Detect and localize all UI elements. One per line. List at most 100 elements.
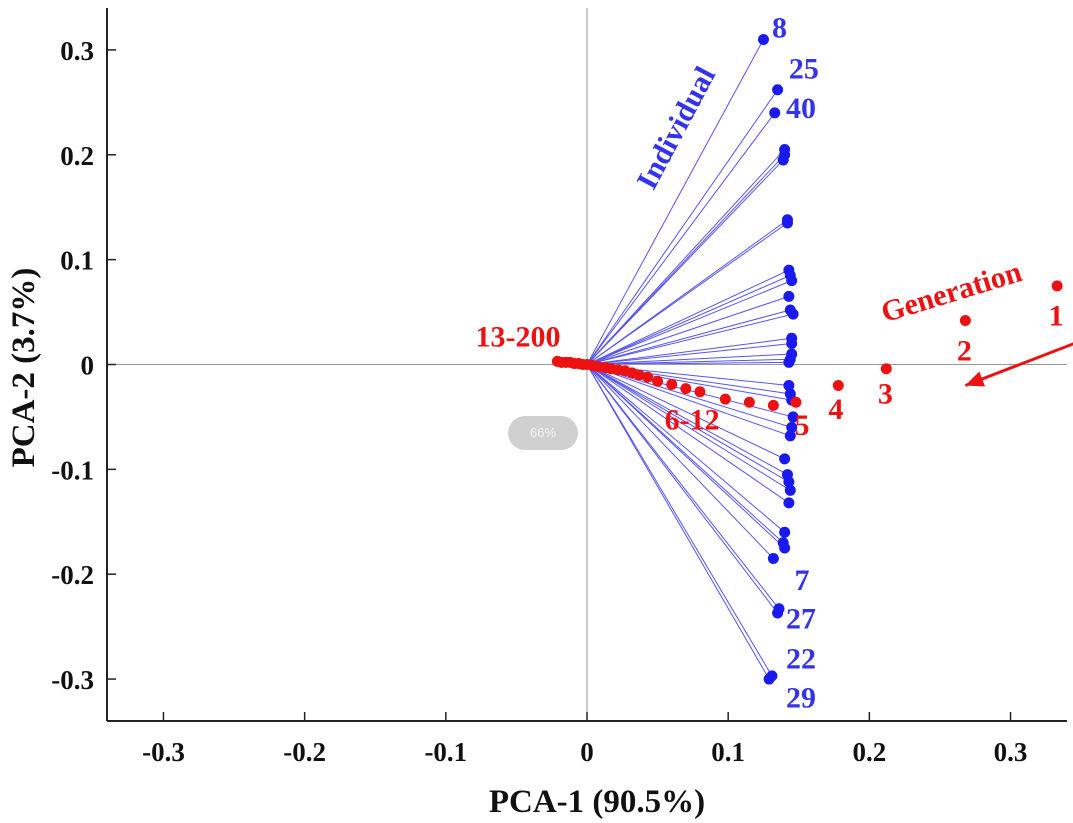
x-tick-label: -0.1	[424, 737, 467, 767]
individual-point	[787, 308, 799, 320]
individual-point	[779, 542, 791, 554]
y-tick-label: 0.2	[60, 141, 94, 171]
individual-point	[786, 421, 798, 433]
individual-loading-line	[586, 159, 784, 365]
individual-loading-line	[586, 364, 773, 677]
generation-point	[959, 314, 971, 326]
individual-point	[783, 476, 795, 488]
individual-point	[786, 338, 798, 350]
individual-loading-line	[586, 364, 791, 491]
generation-point	[743, 396, 755, 408]
generation-label: 2	[957, 334, 972, 367]
individual-point	[783, 497, 795, 509]
y-tick-label: -0.1	[51, 455, 94, 485]
individual-point	[781, 217, 793, 229]
x-tick-label: 0.3	[994, 737, 1028, 767]
generation-point	[642, 371, 654, 383]
individual-loading-line	[586, 364, 788, 476]
individual-loading-line	[586, 313, 794, 365]
generation-point	[1051, 280, 1063, 292]
generation-point	[880, 363, 892, 375]
y-tick-label: -0.2	[51, 560, 94, 590]
individual-label: 40	[786, 92, 816, 125]
individual-loading-line	[586, 364, 770, 680]
generation-label: 1	[1049, 300, 1064, 333]
individual-point	[783, 290, 795, 302]
individual-loading-line	[586, 364, 790, 504]
individual-label: 22	[786, 643, 816, 676]
data-points	[551, 33, 1063, 685]
individual-point	[783, 356, 795, 368]
zoom-level-badge: 66%	[508, 416, 578, 450]
generation-arrow-head	[965, 371, 986, 387]
individual-point	[777, 154, 789, 166]
individual-loading-line	[586, 309, 791, 365]
y-tick-label: 0.3	[60, 36, 94, 66]
generation-label: 6-12	[665, 404, 720, 437]
individual-loading-line	[586, 274, 791, 365]
individual-loading-line	[586, 39, 764, 365]
individual-label: 29	[786, 681, 816, 714]
y-tick-label: -0.3	[51, 665, 94, 695]
individual-point	[784, 430, 796, 442]
x-tick-label: 0.2	[852, 737, 886, 767]
individual-point	[779, 526, 791, 538]
individual-point	[767, 552, 779, 564]
generation-label: 13-200	[475, 321, 560, 354]
individual-loading-line	[586, 364, 774, 559]
individual-point	[772, 84, 784, 96]
individual-loading-line	[586, 364, 785, 549]
individual-loading-line	[586, 112, 776, 365]
generation-title: Generation	[877, 255, 1026, 329]
individual-loading-line	[586, 364, 791, 437]
individual-point	[772, 607, 784, 619]
generation-point	[790, 396, 802, 408]
x-tick-label: 0	[580, 737, 594, 767]
generation-point	[832, 379, 844, 391]
individual-label: 27	[786, 603, 816, 636]
y-tick-label: 0	[81, 351, 95, 381]
individual-point	[779, 453, 791, 465]
individual-loading-line	[586, 149, 786, 365]
individual-loading-line	[586, 353, 792, 365]
generation-point	[767, 399, 779, 411]
individual-loading-line	[586, 343, 792, 365]
y-tick-label: 0.1	[60, 246, 94, 276]
individual-loading-line	[586, 364, 785, 460]
individual-label: 7	[795, 564, 810, 597]
individual-loading-line	[586, 269, 790, 365]
generation-point	[694, 386, 706, 398]
individual-point	[784, 484, 796, 496]
individual-label: 8	[772, 11, 787, 44]
individual-loading-line	[586, 364, 785, 533]
individual-label: 25	[789, 52, 819, 85]
individual-loading-line	[586, 337, 792, 365]
generation-label: 3	[878, 377, 893, 410]
x-tick-label: 0.1	[711, 737, 745, 767]
generation-point	[551, 355, 563, 367]
individual-loading-line	[586, 364, 780, 610]
x-tick-label: -0.2	[283, 737, 326, 767]
x-tick-label: -0.3	[142, 737, 185, 767]
individual-point	[769, 107, 781, 119]
individual-point	[763, 673, 775, 685]
generation-point	[652, 375, 664, 387]
individual-point	[783, 379, 795, 391]
individual-loading-line	[586, 280, 792, 365]
individual-point	[757, 33, 769, 45]
individual-loading-line	[586, 364, 790, 483]
individual-loading-lines	[586, 39, 794, 680]
generation-point	[719, 393, 731, 405]
generation-label: 4	[828, 393, 843, 426]
individual-loading-line	[586, 222, 788, 365]
individual-title: Individual	[630, 61, 722, 194]
individual-loading-line	[586, 364, 792, 428]
individual-point	[787, 411, 799, 423]
individual-loading-line	[586, 358, 791, 365]
individual-point	[786, 275, 798, 287]
axes: -0.3 -0.2 -0.1 0 0.1 0.2 0.3 0.3 0.2 0.1 0 -0.1 -0.2…	[6, 8, 1067, 820]
generation-point	[666, 378, 678, 390]
individual-loading-line	[586, 89, 778, 365]
generation-arrow-shaft	[964, 342, 1073, 387]
